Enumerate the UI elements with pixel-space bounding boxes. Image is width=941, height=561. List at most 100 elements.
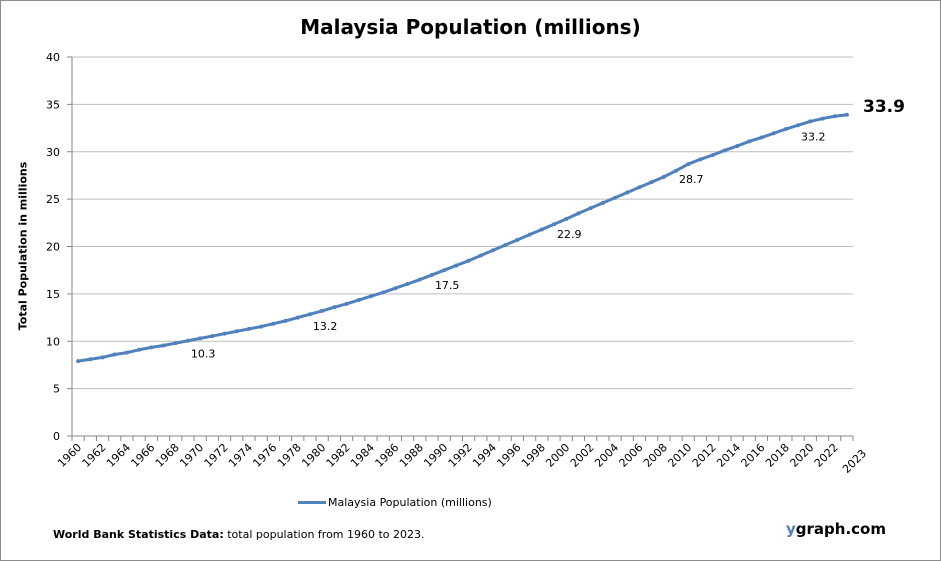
data-point (454, 263, 459, 268)
x-tick-label: 2016 (739, 441, 768, 470)
data-point (710, 153, 715, 158)
data-point (576, 211, 581, 216)
data-point (76, 359, 81, 364)
data-point (210, 334, 215, 339)
x-tick-label: 2014 (714, 441, 743, 470)
x-tick-label: 1962 (80, 441, 109, 470)
x-tick-label: 1968 (153, 441, 182, 470)
legend-swatch (298, 501, 326, 504)
data-point (307, 312, 312, 317)
data-point (771, 131, 776, 136)
data-point (137, 347, 142, 352)
data-point (283, 318, 288, 323)
x-tick-label: 1980 (299, 441, 328, 470)
data-point (88, 357, 93, 362)
x-tick-label: 2020 (787, 441, 816, 470)
last-value-label: 33.9 (863, 97, 905, 117)
data-point (478, 253, 483, 258)
y-tick-label: 30 (46, 146, 60, 159)
data-point (393, 286, 398, 291)
data-point (491, 248, 496, 253)
data-point (429, 272, 434, 277)
data-point (368, 294, 373, 299)
x-tick-label: 1966 (128, 441, 157, 470)
data-point (222, 331, 227, 336)
data-point (356, 298, 361, 303)
brand-y: y (786, 520, 796, 538)
data-point (234, 329, 239, 334)
series-line (77, 113, 848, 363)
y-axis-title: Total Population in millions (16, 161, 30, 331)
data-point (527, 232, 532, 237)
y-tick-label: 25 (46, 193, 60, 206)
x-tick-label: 2018 (763, 441, 792, 470)
data-point (381, 290, 386, 295)
x-tick-label: 1998 (519, 441, 548, 470)
x-tick-label: 1996 (495, 441, 524, 470)
data-point (246, 326, 251, 331)
plot-area: 0 5 10 15 20 25 30 35 40 196019621964196619681970… (46, 51, 869, 476)
y-tick-label: 20 (46, 241, 60, 254)
data-point (844, 112, 849, 117)
x-tick-label: 2012 (690, 441, 719, 470)
data-point (661, 174, 666, 179)
data-label: 28.7 (679, 173, 704, 186)
x-tick-label: 1986 (373, 441, 402, 470)
data-point (698, 157, 703, 162)
x-tick-label: 2008 (641, 441, 670, 470)
data-point (344, 301, 349, 306)
data-point (332, 305, 337, 310)
data-point (613, 195, 618, 200)
data-point (124, 350, 129, 355)
data-label: 33.2 (801, 130, 826, 143)
data-point (783, 127, 788, 132)
data-point (442, 268, 447, 273)
x-tick-label: 2022 (812, 441, 841, 470)
data-point (417, 277, 422, 282)
data-point (722, 148, 727, 153)
data-point (320, 308, 325, 313)
data-point (588, 206, 593, 211)
data-point (637, 185, 642, 190)
brand-logo: ygraph.com (786, 520, 886, 538)
y-tick-label: 15 (46, 288, 60, 301)
x-tick-label: 2010 (665, 441, 694, 470)
data-point (112, 352, 117, 357)
data-label: 22.9 (557, 228, 582, 241)
data-point (808, 119, 813, 124)
data-point (832, 114, 837, 119)
legend-label: Malaysia Population (millions) (328, 496, 492, 509)
data-label: 13.2 (313, 320, 338, 333)
y-tick-label: 40 (46, 51, 60, 64)
data-point (674, 168, 679, 173)
data-point (100, 355, 105, 360)
data-point (564, 217, 569, 222)
y-tick-label: 0 (53, 430, 60, 443)
data-point (649, 180, 654, 185)
x-tick-label: 2002 (568, 441, 597, 470)
x-tick-label: 1972 (202, 441, 231, 470)
data-point (552, 222, 557, 227)
data-point (259, 324, 264, 329)
x-tick-label: 2006 (617, 441, 646, 470)
y-tick-label: 35 (46, 98, 60, 111)
footer-source: World Bank Statistics Data: total popula… (53, 528, 425, 541)
data-label: 10.3 (191, 347, 216, 360)
x-tick-label: 1960 (55, 441, 84, 470)
data-point (271, 321, 276, 326)
data-point (686, 162, 691, 167)
brand-rest: graph.com (795, 520, 886, 538)
x-tick-label: 1982 (324, 441, 353, 470)
x-tick-label: 2004 (592, 441, 621, 470)
data-point (747, 139, 752, 144)
data-point (295, 315, 300, 320)
data-point (198, 336, 203, 341)
data-point (185, 338, 190, 343)
data-point (405, 281, 410, 286)
data-point (149, 345, 154, 350)
x-tick-label: 1970 (177, 441, 206, 470)
x-tick-label: 2023 (840, 447, 869, 476)
chart-title: Malaysia Population (millions) (300, 15, 641, 39)
data-point (796, 123, 801, 128)
